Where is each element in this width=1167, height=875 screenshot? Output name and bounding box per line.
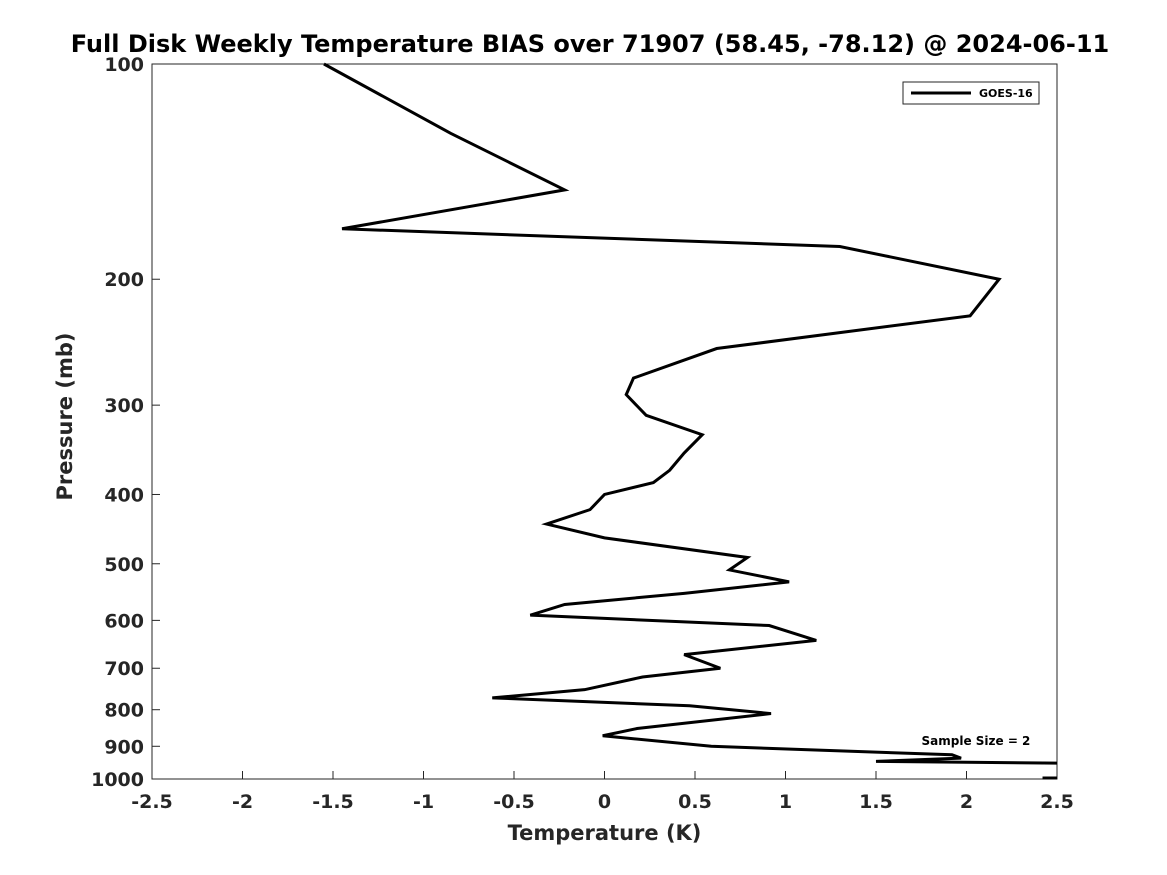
y-axis-label: Pressure (mb) [53,333,77,501]
x-tick-label: -1 [413,791,434,813]
y-tick-label: 200 [104,269,144,291]
x-axis-label: Temperature (K) [508,821,702,845]
legend-entry: GOES-16 [979,87,1033,100]
x-tick-label: -2 [232,791,253,813]
y-tick-label: 800 [104,700,144,722]
series-line-goes16 [323,62,1058,765]
y-tick-label: 300 [104,395,144,417]
x-tick-label: 0.5 [678,791,712,813]
x-tick-label: 2.5 [1040,791,1074,813]
x-tick-label: 1 [779,791,792,813]
x-tick-label: -0.5 [493,791,535,813]
y-tick-label: 600 [104,610,144,632]
y-tick-label: 500 [104,554,144,576]
annotations: Sample Size = 2 [922,734,1031,748]
plot-area [151,63,1058,780]
y-axis: 100 200 300 400 500 600 700 800 900 1000 [91,54,160,791]
x-tick-label: -1.5 [312,791,354,813]
x-tick-label: 2 [960,791,973,813]
sample-size-annotation: Sample Size = 2 [922,734,1031,748]
series-lines [323,62,1058,780]
x-tick-label: 0 [598,791,611,813]
x-tick-label: 1.5 [859,791,893,813]
y-tick-label: 900 [104,736,144,758]
chart-title: Full Disk Weekly Temperature BIAS over 7… [71,30,1110,58]
y-tick-label: 400 [104,484,144,506]
y-tick-label: 700 [104,658,144,680]
y-tick-label: 100 [104,54,144,76]
x-axis: -2.5 -2 -1.5 -1 -0.5 0 0.5 1 1.5 2 2.5 [131,771,1074,813]
legend: GOES-16 [902,81,1040,105]
y-tick-label: 1000 [91,769,144,791]
x-tick-label: -2.5 [131,791,173,813]
